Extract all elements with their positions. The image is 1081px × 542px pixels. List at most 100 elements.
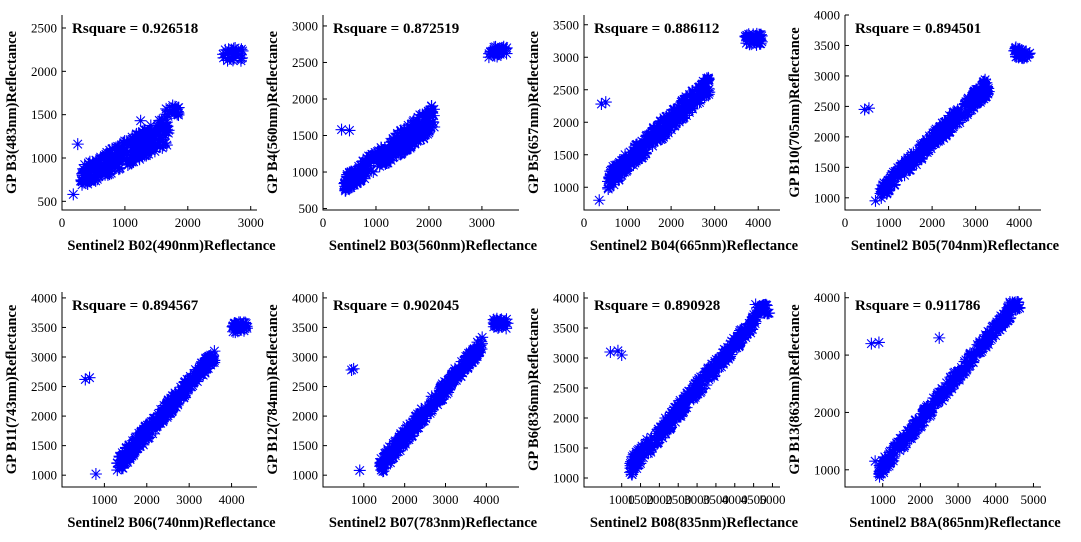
y-tick-label: 2000: [814, 129, 840, 144]
x-tick-label: 0: [581, 215, 588, 230]
x-tick-label: 4500: [741, 492, 767, 507]
rsquare-annotation: Rsquare = 0.886112: [594, 21, 719, 37]
scatter-points: [593, 27, 768, 207]
x-tick-label: 4000: [745, 215, 771, 230]
y-axis-label: GP B3(483nm)Reflectance: [4, 30, 20, 194]
x-tick-label: 2000: [392, 492, 418, 507]
x-tick-label: 1000: [615, 215, 641, 230]
scatter-panel: 0 1000 2000 3000 400010001500200025003000350…: [787, 8, 1060, 255]
y-tick-label: 4000: [31, 290, 57, 305]
y-tick-label: 3000: [814, 348, 840, 363]
y-tick-label: 2500: [31, 21, 57, 36]
x-tick-label: 4000: [1006, 215, 1032, 230]
axis-lines: [844, 292, 1041, 488]
x-axis-label: Sentinel2 B04(665nm)Reflectance: [590, 238, 799, 254]
x-tick-label: 1000: [112, 215, 138, 230]
x-tick-label: 4000: [983, 492, 1009, 507]
y-tick-label: 1000: [31, 468, 57, 483]
scatter-panel: 1000 2000 3000 4000 5000 1000 2000 3000 4000 Rsqu…: [787, 290, 1061, 531]
y-tick-label: 3000: [292, 350, 318, 365]
y-tick-label: 1000: [31, 151, 57, 166]
x-tick-label: 2000: [658, 215, 684, 230]
y-tick-label: 3500: [814, 38, 840, 53]
x-tick-label: 3000: [702, 215, 728, 230]
y-tick-label: 3000: [814, 68, 840, 83]
x-tick-label: 1000: [876, 215, 902, 230]
x-axis-label: Sentinel2 B07(783nm)Reflectance: [329, 515, 538, 531]
rsquare-annotation: Rsquare = 0.902045: [333, 298, 459, 314]
x-tick-label: 5000: [759, 492, 785, 507]
y-tick-label: 1000: [814, 190, 840, 205]
y-tick-label: 1500: [31, 107, 57, 122]
x-tick-label: 3000: [176, 492, 202, 507]
x-tick-label: 1500: [628, 492, 654, 507]
y-tick-label: 3500: [553, 321, 579, 336]
y-tick-label: 3000: [553, 50, 579, 65]
scatter-points: [865, 295, 1026, 483]
x-tick-label: 5000: [1020, 492, 1046, 507]
y-tick-label: 2000: [553, 115, 579, 130]
x-tick-label: 1000: [363, 215, 389, 230]
y-tick-label: 2000: [31, 409, 57, 424]
y-axis-label: GP B10(705nm)Reflectance: [787, 27, 803, 198]
y-tick-label: 3000: [292, 18, 318, 33]
y-tick-label: 1000: [814, 462, 840, 477]
y-tick-label: 2500: [553, 381, 579, 396]
y-tick-label: 2000: [553, 411, 579, 426]
x-axis-label: Sentinel2 B06(740nm)Reflectance: [67, 515, 276, 531]
scatter-points: [604, 298, 776, 481]
y-tick-label: 1000: [292, 468, 318, 483]
y-tick-label: 1000: [553, 180, 579, 195]
x-tick-label: 2000: [907, 492, 933, 507]
y-tick-label: 1500: [814, 160, 840, 175]
axis-lines: [61, 292, 257, 488]
y-tick-label: 1500: [31, 438, 57, 453]
rsquare-annotation: Rsquare = 0.890928: [594, 298, 720, 314]
x-tick-label: 1000: [609, 492, 635, 507]
y-axis-label: GP B11(743nm)Reflectance: [4, 304, 20, 474]
scatter-points: [79, 316, 253, 480]
y-tick-label: 2500: [814, 99, 840, 114]
x-tick-label: 1000: [351, 492, 377, 507]
y-tick-label: 1000: [553, 471, 579, 486]
y-tick-label: 3500: [553, 17, 579, 32]
x-tick-label: 0: [320, 215, 327, 230]
x-axis-label: Sentinel2 B02(490nm)Reflectance: [67, 238, 276, 254]
x-tick-label: 2000: [175, 215, 201, 230]
y-tick-label: 2500: [553, 82, 579, 97]
x-tick-label: 4000: [219, 492, 245, 507]
rsquare-annotation: Rsquare = 0.894501: [855, 21, 981, 37]
x-axis-label: Sentinel2 B05(704nm)Reflectance: [851, 238, 1060, 254]
y-tick-label: 1500: [553, 441, 579, 456]
x-tick-label: 3500: [703, 492, 729, 507]
y-tick-label: 500: [299, 201, 319, 216]
x-tick-label: 3000: [963, 215, 989, 230]
x-tick-label: 3000: [684, 492, 710, 507]
y-axis-label: GP B4(560nm)Reflectance: [265, 30, 281, 194]
scatter-panel: 0 1000 2000 3000 500 1000 1500 2000 2500 3000 Rsqu…: [265, 15, 538, 254]
scatter-panel: 0 1000 2000 3000 4000 1000 1500 2000 2500 3000 350…: [526, 15, 799, 254]
y-tick-label: 1500: [292, 438, 318, 453]
x-tick-label: 0: [59, 215, 66, 230]
y-tick-label: 2000: [292, 409, 318, 424]
scatter-points: [67, 41, 249, 201]
scatter-panel: 0 1000 2000 3000 500 1000 1500 2000 2500 Rsquare …: [4, 15, 276, 254]
x-tick-label: 4000: [473, 492, 499, 507]
scatter-points: [345, 312, 514, 478]
y-axis-label: GP B12(784nm)Reflectance: [265, 304, 281, 475]
y-tick-label: 1500: [553, 147, 579, 162]
x-axis-label: Sentinel2 B03(560nm)Reflectance: [329, 238, 538, 254]
y-axis-label: GP B13(863nm)Reflectance: [787, 304, 803, 475]
x-tick-label: 2000: [919, 215, 945, 230]
scatter-panel: 1000 2000 3000 4000 1000 1500 2000 2500 3000 3500…: [4, 290, 276, 531]
y-tick-label: 2500: [292, 55, 318, 70]
y-tick-label: 4000: [292, 290, 318, 305]
y-tick-label: 2500: [292, 379, 318, 394]
y-tick-label: 4000: [814, 290, 840, 305]
y-tick-label: 3500: [31, 320, 57, 335]
y-tick-label: 4000: [814, 8, 840, 23]
x-axis-label: Sentinel2 B8A(865nm)Reflectance: [849, 515, 1061, 531]
scatter-points: [858, 41, 1036, 207]
x-tick-label: 4000: [722, 492, 748, 507]
